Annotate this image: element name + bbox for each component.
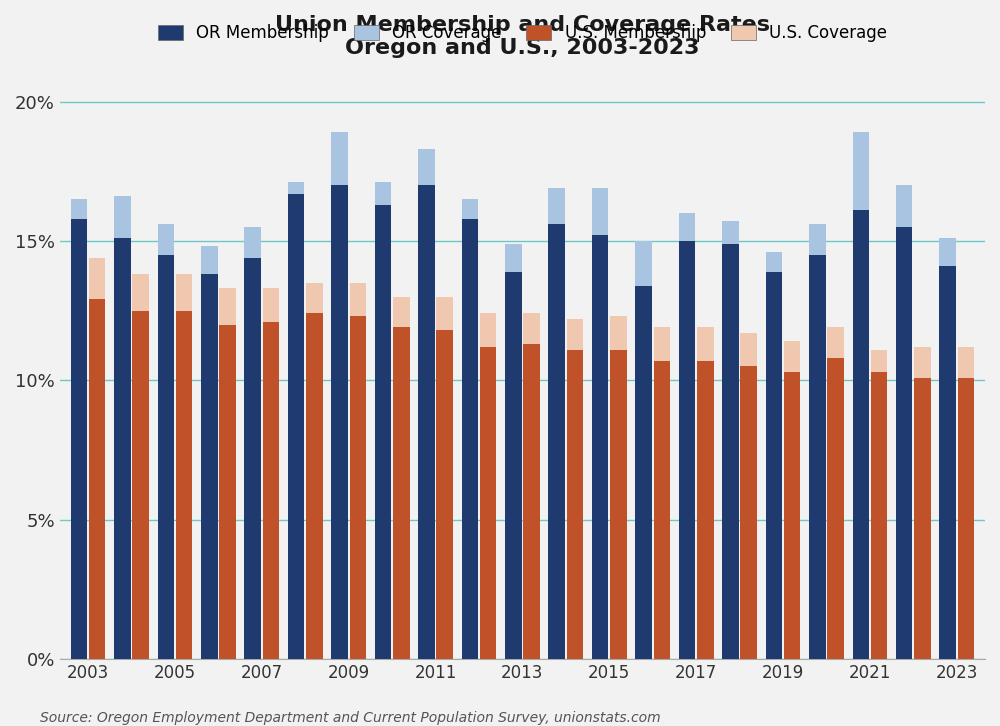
Bar [89,299,105,659]
Bar [722,221,739,244]
Bar [740,333,757,367]
Bar [567,350,583,659]
Bar [263,322,279,659]
Bar [610,350,627,659]
Bar [244,227,261,258]
Bar [654,361,670,659]
Bar [697,327,714,361]
Bar [418,149,435,185]
Bar [610,317,627,350]
Bar [679,213,695,241]
Bar [809,224,826,255]
Bar [158,255,174,659]
Bar [592,235,608,659]
Bar [480,314,496,347]
Bar [462,219,478,659]
Bar [201,274,218,659]
Bar [89,258,105,299]
Bar [375,205,391,659]
Bar [958,347,974,378]
Bar [523,314,540,344]
Bar [114,196,131,238]
Bar [436,297,453,330]
Bar [331,185,348,659]
Bar [114,238,131,659]
Bar [939,266,956,659]
Bar [393,327,410,659]
Bar [306,282,323,314]
Bar [958,378,974,659]
Bar [288,182,304,194]
Bar [635,241,652,285]
Bar [219,288,236,325]
Bar [567,319,583,350]
Bar [809,255,826,659]
Bar [288,194,304,659]
Bar [853,211,869,659]
Bar [592,188,608,235]
Bar [132,311,149,659]
Bar [871,372,887,659]
Bar [176,274,192,311]
Bar [784,341,800,372]
Bar [505,244,522,272]
Bar [654,327,670,361]
Bar [635,285,652,659]
Bar [740,367,757,659]
Bar [548,188,565,224]
Bar [505,272,522,659]
Bar [71,219,87,659]
Bar [176,311,192,659]
Legend: OR Membership, OR Coverage, U.S. Membership, U.S. Coverage: OR Membership, OR Coverage, U.S. Members… [151,17,894,49]
Bar [827,327,844,358]
Bar [375,182,391,205]
Bar [263,288,279,322]
Bar [914,378,931,659]
Bar [827,358,844,659]
Title: Union Membership and Coverage Rates
Oregon and U.S., 2003-2023: Union Membership and Coverage Rates Oreg… [275,15,770,58]
Bar [896,227,912,659]
Bar [679,241,695,659]
Bar [132,274,149,311]
Bar [523,344,540,659]
Bar [766,252,782,272]
Bar [158,224,174,255]
Bar [784,372,800,659]
Bar [462,199,478,219]
Bar [201,247,218,274]
Bar [219,325,236,659]
Bar [853,132,869,211]
Bar [697,361,714,659]
Bar [914,347,931,378]
Bar [722,244,739,659]
Bar [939,238,956,266]
Bar [393,297,410,327]
Bar [896,185,912,227]
Bar [350,282,366,317]
Bar [244,258,261,659]
Bar [871,350,887,372]
Bar [350,317,366,659]
Bar [418,185,435,659]
Bar [71,199,87,219]
Bar [480,347,496,659]
Bar [306,314,323,659]
Bar [548,224,565,659]
Bar [436,330,453,659]
Text: Source: Oregon Employment Department and Current Population Survey, unionstats.c: Source: Oregon Employment Department and… [40,711,661,725]
Bar [331,132,348,185]
Bar [766,272,782,659]
